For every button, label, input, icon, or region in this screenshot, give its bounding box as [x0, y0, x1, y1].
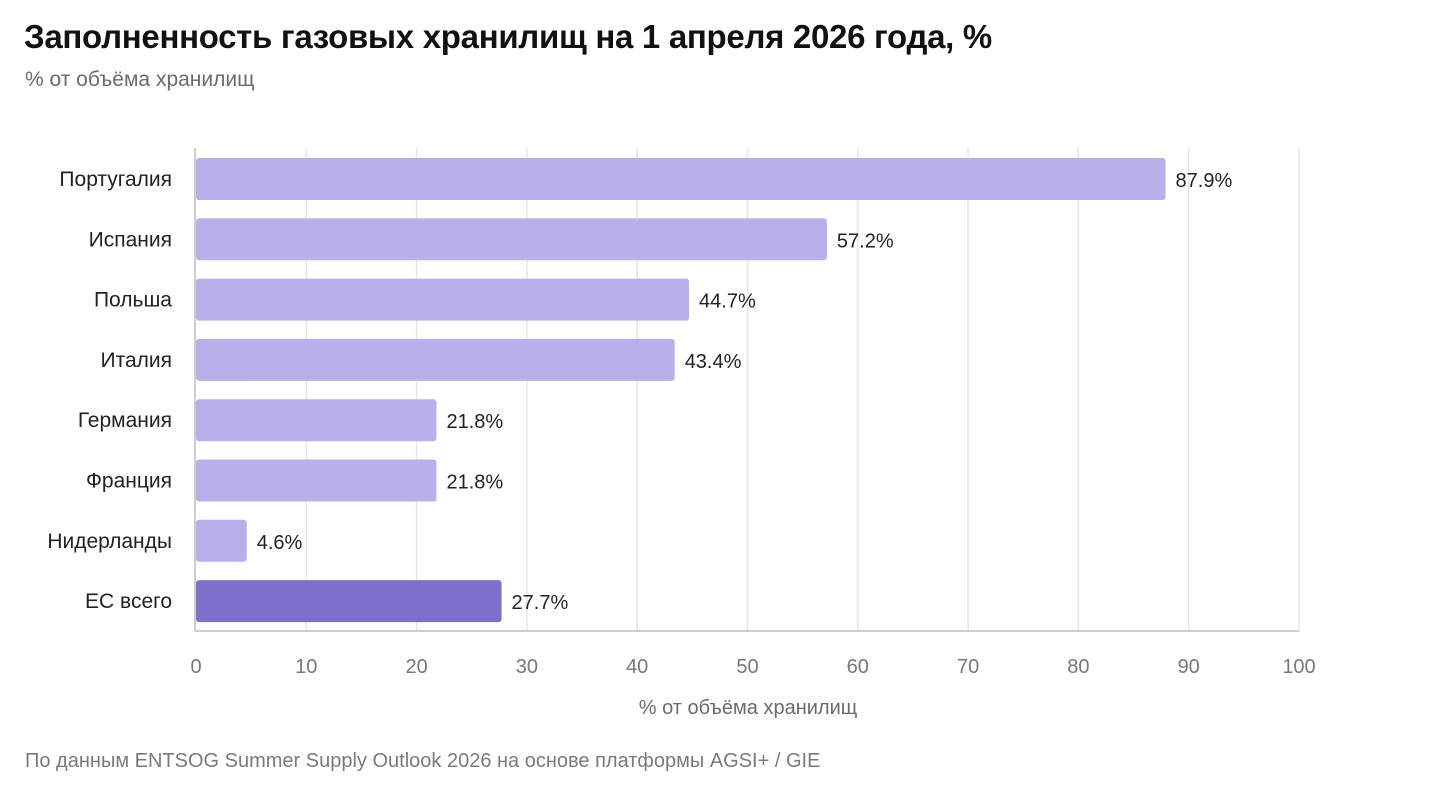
category-labels: Португалия Испания Польша Италия Германия Фра… — [47, 168, 172, 613]
bar — [196, 218, 827, 261]
value-label: 21.8% — [446, 411, 503, 433]
bar — [196, 459, 437, 502]
x-tick-label: 20 — [405, 656, 427, 678]
x-tick-label: 70 — [957, 656, 979, 678]
x-tick-label: 30 — [516, 656, 538, 678]
category-label: Польша — [94, 289, 172, 312]
x-tick-label: 60 — [847, 656, 869, 678]
value-label: 27.7% — [512, 592, 569, 614]
bar — [196, 158, 1166, 200]
bar-chart: Португалия Испания Польша Италия Германия Фра… — [47, 148, 1316, 719]
bar — [196, 519, 247, 562]
x-tick-label: 0 — [190, 656, 201, 678]
bar — [196, 399, 437, 442]
x-tick-label: 40 — [626, 656, 648, 678]
value-labels: 87.9% 57.2% 44.7% 43.4% 21.8% 21.8% 4.6% 27.7% — [257, 170, 1233, 614]
chart-title: Заполненность газовых хранилищ на 1 апре… — [24, 18, 992, 55]
value-label: 87.9% — [1176, 170, 1233, 192]
category-label: Франция — [86, 470, 172, 493]
bars — [196, 158, 1166, 623]
category-label: Италия — [100, 349, 172, 372]
category-label: Германия — [78, 409, 172, 432]
x-tick-label: 50 — [736, 656, 758, 678]
bar — [196, 278, 690, 321]
x-tick-labels: 0 10 20 30 40 50 60 70 80 90 100 — [190, 656, 1315, 678]
value-label: 4.6% — [257, 532, 303, 554]
category-label: Испания — [89, 228, 172, 251]
category-label: Нидерланды — [47, 530, 172, 553]
source-note: По данным ENTSOG Summer Supply Outlook 2… — [25, 750, 821, 772]
value-label: 21.8% — [446, 472, 503, 494]
x-tick-label: 90 — [1178, 656, 1200, 678]
category-label: Португалия — [59, 168, 172, 191]
value-label: 57.2% — [837, 230, 894, 252]
x-axis-title: % от объёма хранилищ — [639, 697, 857, 719]
category-label: ЕС всего — [85, 590, 172, 613]
value-label: 44.7% — [699, 291, 756, 313]
value-label: 43.4% — [685, 351, 742, 373]
grid-lines — [194, 148, 1300, 632]
x-tick-label: 80 — [1067, 656, 1089, 678]
bar — [196, 580, 502, 623]
x-tick-label: 100 — [1282, 656, 1315, 678]
chart-subtitle: % от объёма хранилищ — [25, 68, 255, 91]
x-tick-label: 10 — [295, 656, 317, 678]
bar — [196, 338, 675, 381]
